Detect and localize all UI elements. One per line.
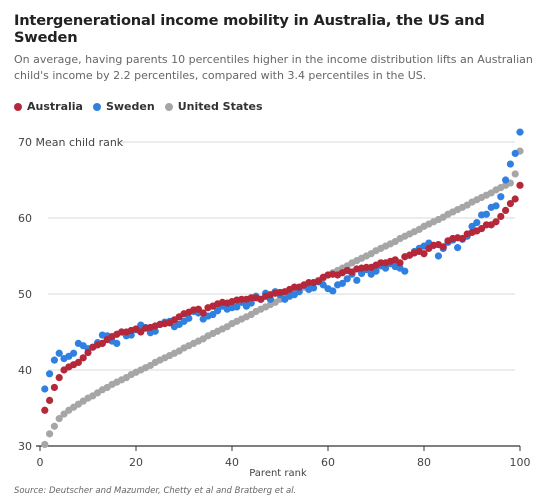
x-tick-label: 60 (321, 456, 335, 469)
point-sweden (185, 314, 193, 322)
legend-marker-sweden (92, 102, 101, 111)
y-tick-label: 30 (18, 440, 32, 453)
point-australia (492, 218, 500, 226)
point-australia (41, 406, 49, 414)
point-sweden (338, 279, 346, 287)
point-sweden (434, 252, 442, 260)
point-sweden (70, 349, 78, 357)
point-sweden (343, 275, 351, 283)
x-tick-label: 100 (510, 456, 531, 469)
legend-item-australia: Australia (14, 100, 83, 113)
point-australia (420, 250, 428, 258)
legend-marker-australia (14, 102, 22, 111)
point-sweden (151, 327, 159, 335)
point-sweden (382, 264, 390, 272)
data-points (41, 128, 524, 449)
point-sweden (50, 356, 59, 364)
point-sweden (372, 267, 380, 275)
y-tick-label: 60 (18, 212, 32, 225)
point-sweden (233, 303, 241, 311)
legend-marker-united-states (164, 102, 173, 111)
chart-title: Intergenerational income mobility in Aus… (14, 12, 485, 46)
point-sweden (468, 222, 476, 230)
point-sweden (473, 218, 481, 227)
x-tick-label: 40 (225, 456, 239, 469)
legend-label-australia: Australia (27, 100, 83, 113)
point-sweden (497, 193, 505, 201)
point-united-states (60, 410, 68, 418)
point-sweden (319, 281, 327, 289)
point-sweden (310, 284, 318, 292)
legend-item-sweden: Sweden (92, 100, 155, 113)
legend-label-united-states: United States (177, 100, 263, 113)
point-sweden (492, 202, 500, 210)
point-australia (439, 243, 447, 251)
source-note: Source: Deutscher and Mazumder, Chetty e… (14, 486, 297, 496)
point-australia (506, 199, 514, 208)
point-sweden (482, 210, 490, 218)
point-australia (478, 225, 486, 233)
point-australia (396, 259, 404, 267)
point-sweden (454, 244, 462, 252)
point-australia (74, 358, 82, 366)
x-axis (36, 445, 521, 451)
chart-subtitle: On average, having parents 10 percentile… (14, 53, 533, 82)
axis-labels: 30 40 50 60 70 Mean child rank 0 20 40 60 80 100 Pa… (18, 136, 531, 479)
point-sweden (502, 176, 510, 184)
x-tick-label: 0 (37, 456, 44, 469)
point-united-states (55, 415, 63, 423)
point-australia (79, 354, 87, 362)
point-australia (511, 195, 519, 203)
point-australia (46, 396, 54, 404)
x-tick-label: 80 (417, 456, 431, 469)
y-tick-label: 70 Mean child rank (18, 136, 124, 149)
point-united-states (50, 422, 59, 430)
point-australia (98, 339, 106, 347)
legend-item-united-states: United States (164, 100, 263, 113)
point-sweden (41, 385, 49, 393)
legend: Australia Sweden United States (14, 100, 273, 113)
x-tick-label: 20 (129, 456, 143, 469)
y-tick-label: 50 (18, 288, 32, 301)
point-united-states (41, 440, 49, 449)
point-australia (458, 234, 466, 243)
point-australia (50, 383, 59, 392)
point-australia (199, 309, 207, 317)
point-sweden (46, 370, 54, 378)
point-australia (194, 305, 202, 313)
y-tick-label: 40 (18, 364, 32, 377)
point-sweden (214, 307, 222, 315)
point-australia (137, 328, 145, 336)
point-sweden (329, 287, 337, 295)
point-australia (497, 212, 505, 221)
x-axis-title: Parent rank (249, 468, 307, 479)
point-australia (314, 277, 322, 285)
point-australia (55, 374, 63, 382)
point-sweden (506, 160, 514, 168)
point-sweden (511, 149, 519, 157)
point-australia (502, 206, 510, 214)
point-united-states (511, 170, 519, 178)
point-sweden (516, 128, 524, 136)
point-australia (84, 348, 92, 357)
point-sweden (353, 276, 361, 284)
point-sweden (358, 269, 366, 278)
point-united-states (46, 430, 54, 438)
point-sweden (113, 339, 121, 347)
legend-label-sweden: Sweden (105, 100, 155, 113)
point-sweden (55, 349, 63, 357)
point-sweden (247, 299, 255, 307)
point-australia (516, 181, 524, 189)
point-sweden (209, 310, 217, 319)
point-sweden (401, 267, 409, 275)
